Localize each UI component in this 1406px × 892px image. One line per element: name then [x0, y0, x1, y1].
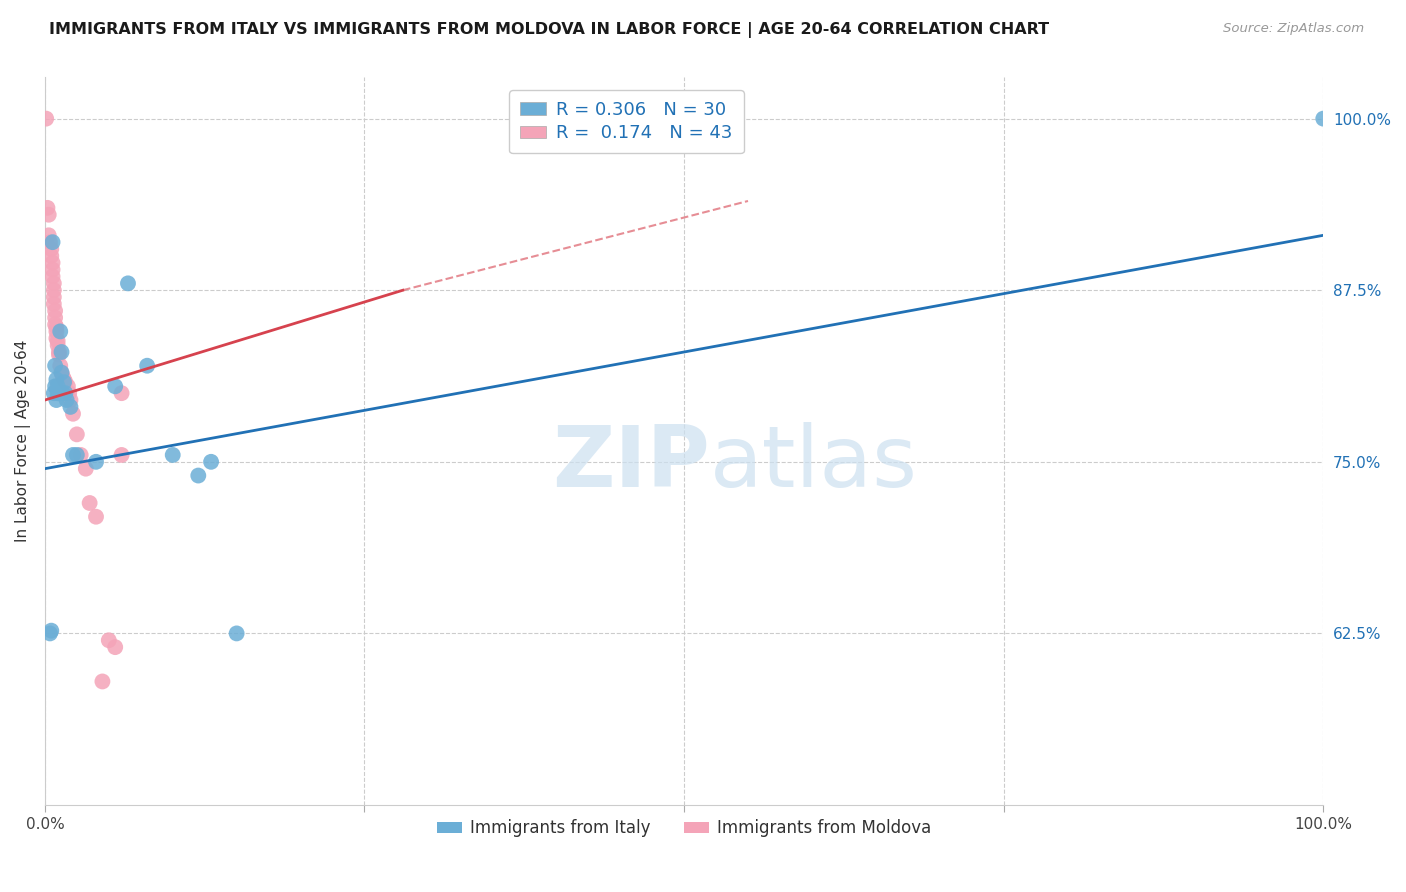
Text: atlas: atlas: [710, 422, 918, 505]
Point: [62, 448, 84, 462]
Point: [44, 303, 66, 318]
Point: [44, 379, 66, 393]
Point: [51, 366, 73, 380]
Point: [49, 325, 72, 339]
Point: [104, 640, 127, 654]
Point: [1312, 112, 1334, 126]
Point: [69, 448, 91, 462]
Point: [41, 256, 63, 270]
Point: [42, 297, 65, 311]
Point: [58, 386, 80, 401]
Point: [56, 379, 79, 393]
Point: [42, 386, 65, 401]
Point: [53, 375, 76, 389]
Point: [187, 468, 209, 483]
Point: [42, 283, 65, 297]
Point: [97, 633, 120, 648]
Point: [44, 310, 66, 325]
Y-axis label: In Labor Force | Age 20-64: In Labor Force | Age 20-64: [15, 340, 31, 542]
Point: [75, 461, 97, 475]
Point: [41, 269, 63, 284]
Point: [45, 325, 67, 339]
Point: [35, 112, 58, 126]
Point: [79, 496, 101, 510]
Point: [39, 624, 62, 638]
Point: [39, 626, 62, 640]
Point: [48, 348, 70, 362]
Point: [51, 345, 73, 359]
Point: [110, 386, 132, 401]
Point: [41, 262, 63, 277]
Text: Source: ZipAtlas.com: Source: ZipAtlas.com: [1223, 22, 1364, 36]
Text: IMMIGRANTS FROM ITALY VS IMMIGRANTS FROM MOLDOVA IN LABOR FORCE | AGE 20-64 CORR: IMMIGRANTS FROM ITALY VS IMMIGRANTS FROM…: [49, 22, 1049, 38]
Point: [53, 375, 76, 389]
Point: [46, 386, 69, 401]
Point: [59, 392, 82, 407]
Point: [91, 674, 114, 689]
Point: [46, 334, 69, 348]
Point: [39, 249, 62, 263]
Point: [44, 318, 66, 332]
Point: [66, 427, 89, 442]
Point: [41, 235, 63, 249]
Point: [225, 626, 247, 640]
Point: [104, 379, 127, 393]
Point: [110, 448, 132, 462]
Point: [84, 509, 107, 524]
Point: [45, 372, 67, 386]
Point: [46, 379, 69, 393]
Legend: Immigrants from Italy, Immigrants from Moldova: Immigrants from Italy, Immigrants from M…: [430, 813, 938, 844]
Point: [136, 359, 159, 373]
Point: [48, 386, 70, 401]
Point: [200, 455, 222, 469]
Point: [48, 345, 70, 359]
Point: [53, 386, 76, 401]
Point: [84, 455, 107, 469]
Point: [38, 228, 60, 243]
Point: [45, 392, 67, 407]
Point: [39, 242, 62, 256]
Point: [45, 320, 67, 334]
Point: [37, 201, 59, 215]
Point: [49, 359, 72, 373]
Point: [38, 208, 60, 222]
Point: [46, 338, 69, 352]
Point: [42, 277, 65, 291]
Text: ZIP: ZIP: [553, 422, 710, 505]
Point: [45, 331, 67, 345]
Point: [59, 400, 82, 414]
Point: [55, 392, 77, 407]
Point: [53, 372, 76, 386]
Point: [39, 235, 62, 249]
Point: [62, 407, 84, 421]
Point: [52, 386, 75, 401]
Point: [44, 359, 66, 373]
Point: [42, 290, 65, 304]
Point: [51, 366, 73, 380]
Point: [52, 369, 75, 384]
Point: [66, 448, 89, 462]
Point: [162, 448, 184, 462]
Point: [117, 277, 139, 291]
